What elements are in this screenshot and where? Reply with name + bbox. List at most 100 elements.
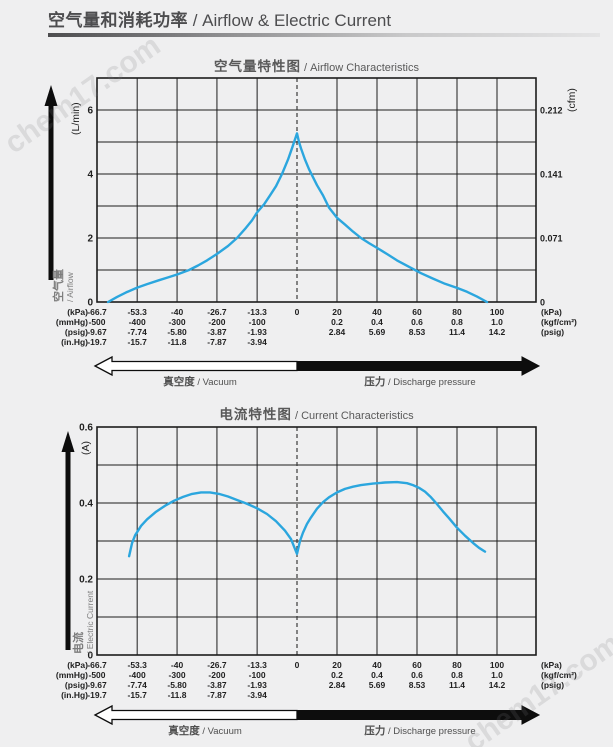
x-tick-label: 1.0	[491, 670, 503, 680]
x-tick-label: 0.6	[411, 670, 423, 680]
x-row-unit: (mmHg)	[56, 317, 88, 327]
x-row-unit: (in.Hg)	[61, 690, 88, 700]
x-tick-label: -3.94	[247, 337, 267, 347]
x-tick-label: 14.2	[489, 680, 506, 690]
x-tick-label: 80	[452, 307, 462, 317]
x-tick-label: -400	[129, 670, 146, 680]
x-tick-label: -9.67	[87, 680, 107, 690]
x-tick-label: 0	[295, 660, 300, 670]
x-tick-label: 2.84	[329, 680, 346, 690]
x-tick-label: 14.2	[489, 327, 506, 337]
x-tick-label: -40	[171, 307, 184, 317]
x-tick-label: 0.2	[331, 670, 343, 680]
x-tick-label: -66.7	[87, 307, 107, 317]
x-tick-label: -3.94	[247, 690, 267, 700]
y-left-unit-label: (L/min)	[70, 102, 82, 135]
x-tick-label: -3.87	[207, 327, 227, 337]
x-tick-label: -5.80	[167, 327, 187, 337]
x-tick-label: -66.7	[87, 660, 107, 670]
y-tick-label: 0.2	[79, 575, 93, 586]
x-tick-label: -7.87	[207, 690, 227, 700]
current-chart-title-zh: 电流特性图	[219, 407, 292, 422]
x-tick-label: 11.4	[449, 680, 465, 690]
current-chart-title: 电流特性图 / Current Characteristics	[97, 403, 536, 424]
x-tick-label: 5.69	[369, 327, 386, 337]
x-row-right-unit: (kPa)	[541, 660, 562, 670]
y-tick-label: 6	[87, 106, 93, 117]
y-tick-label: 0.4	[79, 499, 93, 510]
x-tick-label: -1.93	[247, 680, 267, 690]
x-tick-label: 11.4	[449, 327, 465, 337]
x-tick-label: -500	[88, 670, 105, 680]
x-tick-label: 8.53	[409, 680, 426, 690]
page-title: 空气量和消耗功率 / Airflow & Electric Current	[48, 6, 391, 31]
x-row-right-unit: (kgf/cm²)	[541, 670, 577, 680]
x-row-unit: (psig)	[65, 680, 88, 690]
y-right-tick-label: 0.141	[540, 170, 563, 180]
y-axis-name: 空气量 / Airflow	[51, 269, 75, 302]
x-tick-label: 1.0	[491, 317, 503, 327]
x-tick-label: 40	[372, 307, 382, 317]
x-tick-label: -19.7	[87, 690, 107, 700]
x-row-right-unit: (kPa)	[541, 307, 562, 317]
y-tick-label: 2	[87, 234, 93, 245]
x-tick-label: -53.3	[127, 660, 147, 670]
grid	[97, 78, 536, 302]
x-tick-label: 8.53	[409, 327, 426, 337]
x-tick-label: 0.6	[411, 317, 423, 327]
x-tick-label: -300	[169, 670, 186, 680]
x-tick-label: 0.4	[371, 670, 383, 680]
x-tick-label: -300	[169, 317, 186, 327]
y-axis-name: 电流 / Electric Current	[71, 590, 95, 654]
y-axis-name-en: / Airflow	[65, 271, 75, 302]
curve-electric-current	[127, 480, 487, 558]
curve-airflow	[106, 132, 489, 304]
y-right-tick-label: 0	[540, 298, 545, 308]
x-tick-label: 20	[332, 660, 342, 670]
heading-underline	[48, 33, 600, 37]
x-tick-label: 0	[295, 307, 300, 317]
plot-border	[96, 426, 537, 656]
x-tick-label: 40	[372, 660, 382, 670]
x-tick-label: 80	[452, 660, 462, 670]
x-tick-label: -15.7	[127, 337, 147, 347]
page-title-zh: 空气量和消耗功率	[48, 11, 188, 30]
vacuum-range-label: 真空度 / Vacuum	[168, 724, 242, 737]
vacuum-arrow-icon	[93, 704, 298, 726]
grid	[97, 427, 536, 655]
x-row-unit: (psig)	[65, 327, 88, 337]
x-tick-label: -200	[208, 317, 225, 327]
y-right-tick-label: 0.212	[540, 106, 563, 116]
x-row-unit: (kPa)	[67, 660, 88, 670]
x-row-right-unit: (kgf/cm²)	[541, 317, 577, 327]
y-left-unit-label: (A)	[80, 441, 92, 455]
x-tick-label: 100	[490, 660, 504, 670]
x-tick-label: -11.8	[168, 337, 187, 347]
y-axis-arrow-icon	[44, 85, 58, 280]
x-tick-label: -53.3	[127, 307, 147, 317]
x-tick-label: -19.7	[87, 337, 107, 347]
x-tick-label: 0.8	[451, 670, 463, 680]
airflow-chart-title-en: / Airflow Characteristics	[301, 62, 419, 74]
y-axis-name-zh: 空气量	[51, 269, 65, 302]
pressure-range-label: 压力 / Discharge pressure	[364, 724, 475, 737]
x-tick-label: 0.4	[371, 317, 383, 327]
x-tick-label: 5.69	[369, 680, 386, 690]
pressure-range-label: 压力 / Discharge pressure	[364, 375, 475, 388]
electric-current-chart: 00.20.40.6(A)电流 / Electric Current(kPa) -6…	[56, 423, 577, 738]
y-right-unit-label: (cfm)	[566, 88, 578, 112]
y-tick-label: 0	[87, 298, 93, 309]
x-tick-label: 0.2	[331, 317, 343, 327]
airflow-chart-title: 空气量特性图 / Airflow Characteristics	[97, 55, 536, 76]
x-row-unit: (kPa)	[67, 307, 88, 317]
x-tick-label: -7.74	[127, 680, 147, 690]
x-tick-label: -40	[171, 660, 184, 670]
y-tick-label: 4	[87, 170, 93, 181]
x-tick-label: -26.7	[207, 660, 227, 670]
x-tick-label: -100	[249, 670, 266, 680]
x-tick-label: -100	[249, 317, 266, 327]
x-tick-label: -500	[88, 317, 105, 327]
y-axis-name-en: / Electric Current	[85, 590, 95, 654]
y-right-tick-label: 0.071	[540, 234, 563, 244]
